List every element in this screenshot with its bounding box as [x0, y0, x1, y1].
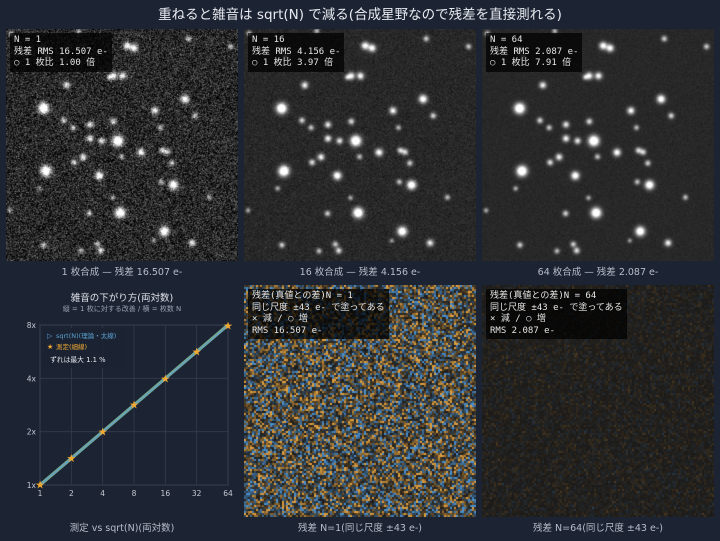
residual-info-box: 残差(真値との差)N = 1 同じ尺度 ±43 e- で塗ってある × 減 / …	[248, 289, 389, 339]
measured-point: ★	[35, 479, 45, 492]
stack-panel-n64: N = 64 残差 RMS 2.087 e- ○ 1 枚比 7.91 倍	[482, 29, 714, 261]
legend-theory-marker: ▷	[47, 332, 53, 340]
x-tick-label: 8	[132, 489, 137, 498]
stack-ratio-label: ○ 1 枚比 7.91 倍	[490, 58, 572, 68]
stack-caption-n16: 16 枚合成 — 残差 4.156 e-	[299, 267, 421, 278]
noise-reduction-chart: 1 2 4 8 16 32 64 1x 2x 4x 8x ★ ★ ★ ★ ★ ★ ★ ▷ sqrt(N)(理論・太…	[6, 285, 238, 517]
residual-scale-note: 同じ尺度 ±43 e- で塗ってある	[252, 302, 385, 313]
stack-n-label: N = 64	[490, 35, 523, 45]
measured-point: ★	[66, 452, 76, 465]
measured-point: ★	[98, 426, 108, 439]
residual-caption-n64: 残差 N=64(同じ尺度 ±43 e-)	[533, 523, 663, 534]
chart-title: 雑音の下がり方(両対数)	[70, 293, 174, 304]
y-tick-label: 4x	[27, 374, 37, 383]
stack-info-box: N = 1 残差 RMS 16.507 e- ○ 1 枚比 1.00 倍	[10, 33, 112, 72]
residual-info-box: 残差(真値との差)N = 64 同じ尺度 ±43 e- で塗ってある × 減 /…	[486, 289, 627, 339]
y-tick-label: 2x	[27, 428, 37, 437]
y-tick-label: 8x	[27, 321, 37, 330]
stack-ratio-label: ○ 1 枚比 3.97 倍	[252, 58, 334, 68]
residual-sign-note: × 減 / ○ 増	[490, 314, 546, 324]
stack-panel-n1: N = 1 残差 RMS 16.507 e- ○ 1 枚比 1.00 倍	[6, 29, 238, 261]
measured-point: ★	[192, 346, 202, 359]
x-tick-label: 4	[100, 489, 105, 498]
residual-scale-note: 同じ尺度 ±43 e- で塗ってある	[490, 302, 623, 313]
measured-point: ★	[160, 372, 170, 385]
legend-box	[43, 328, 125, 368]
stack-rms-label: 残差 RMS 2.087 e-	[490, 46, 579, 57]
legend-theory-label: sqrt(N)(理論・太線)	[56, 331, 116, 340]
measured-point: ★	[223, 319, 233, 332]
deviation-annotation: ずれは最大 1.1 %	[50, 355, 106, 364]
stack-caption-n1: 1 枚合成 — 残差 16.507 e-	[61, 267, 183, 278]
stack-panel-n16: N = 16 残差 RMS 4.156 e- ○ 1 枚比 3.97 倍	[244, 29, 476, 261]
stack-n-label: N = 1	[14, 35, 42, 45]
x-tick-label: 64	[223, 489, 233, 498]
chart-subtitle: 縦 = 1 枚に対する改善 / 横 = 枚数 N	[62, 305, 182, 313]
residual-rms: RMS 16.507 e-	[252, 325, 323, 336]
legend-measured-marker: ★	[47, 343, 53, 351]
measured-point: ★	[129, 399, 139, 412]
y-tick-label: 1x	[27, 481, 37, 490]
x-tick-label: 1	[38, 489, 43, 498]
residual-panel-n1: 残差(真値との差)N = 1 同じ尺度 ±43 e- で塗ってある × 減 / …	[244, 285, 476, 517]
page-title: 重ねると雑音は sqrt(N) で減る(合成星野なので残差を直接測れる)	[158, 7, 562, 23]
residual-title: 残差(真値との差)N = 64	[490, 291, 597, 301]
stack-rms-label: 残差 RMS 4.156 e-	[252, 46, 341, 57]
stack-n-label: N = 16	[252, 35, 285, 45]
residual-caption-n1: 残差 N=1(同じ尺度 ±43 e-)	[298, 523, 422, 534]
residual-sign-note: × 減 / ○ 増	[252, 314, 308, 324]
stack-ratio-label: ○ 1 枚比 1.00 倍	[14, 58, 96, 68]
stack-info-box: N = 16 残差 RMS 4.156 e- ○ 1 枚比 3.97 倍	[248, 33, 345, 72]
x-tick-label: 16	[161, 489, 171, 498]
legend-measured-label: 測定(細線)	[56, 342, 87, 351]
stack-caption-n64: 64 枚合成 — 残差 2.087 e-	[537, 267, 659, 278]
chart-caption: 測定 vs sqrt(N)(両対数)	[69, 523, 175, 534]
residual-rms: RMS 2.087 e-	[490, 325, 556, 336]
stack-info-box: N = 64 残差 RMS 2.087 e- ○ 1 枚比 7.91 倍	[486, 33, 583, 72]
stack-rms-label: 残差 RMS 16.507 e-	[14, 46, 108, 57]
series-line-measured	[39, 325, 229, 486]
chart-panel: 1 2 4 8 16 32 64 1x 2x 4x 8x ★ ★ ★ ★ ★ ★ ★ ▷ sqrt(N)(理論・太…	[6, 285, 238, 517]
x-tick-label: 32	[192, 489, 202, 498]
residual-title: 残差(真値との差)N = 1	[252, 291, 353, 301]
residual-panel-n64: 残差(真値との差)N = 64 同じ尺度 ±43 e- で塗ってある × 減 /…	[482, 285, 714, 517]
x-tick-label: 2	[69, 489, 74, 498]
